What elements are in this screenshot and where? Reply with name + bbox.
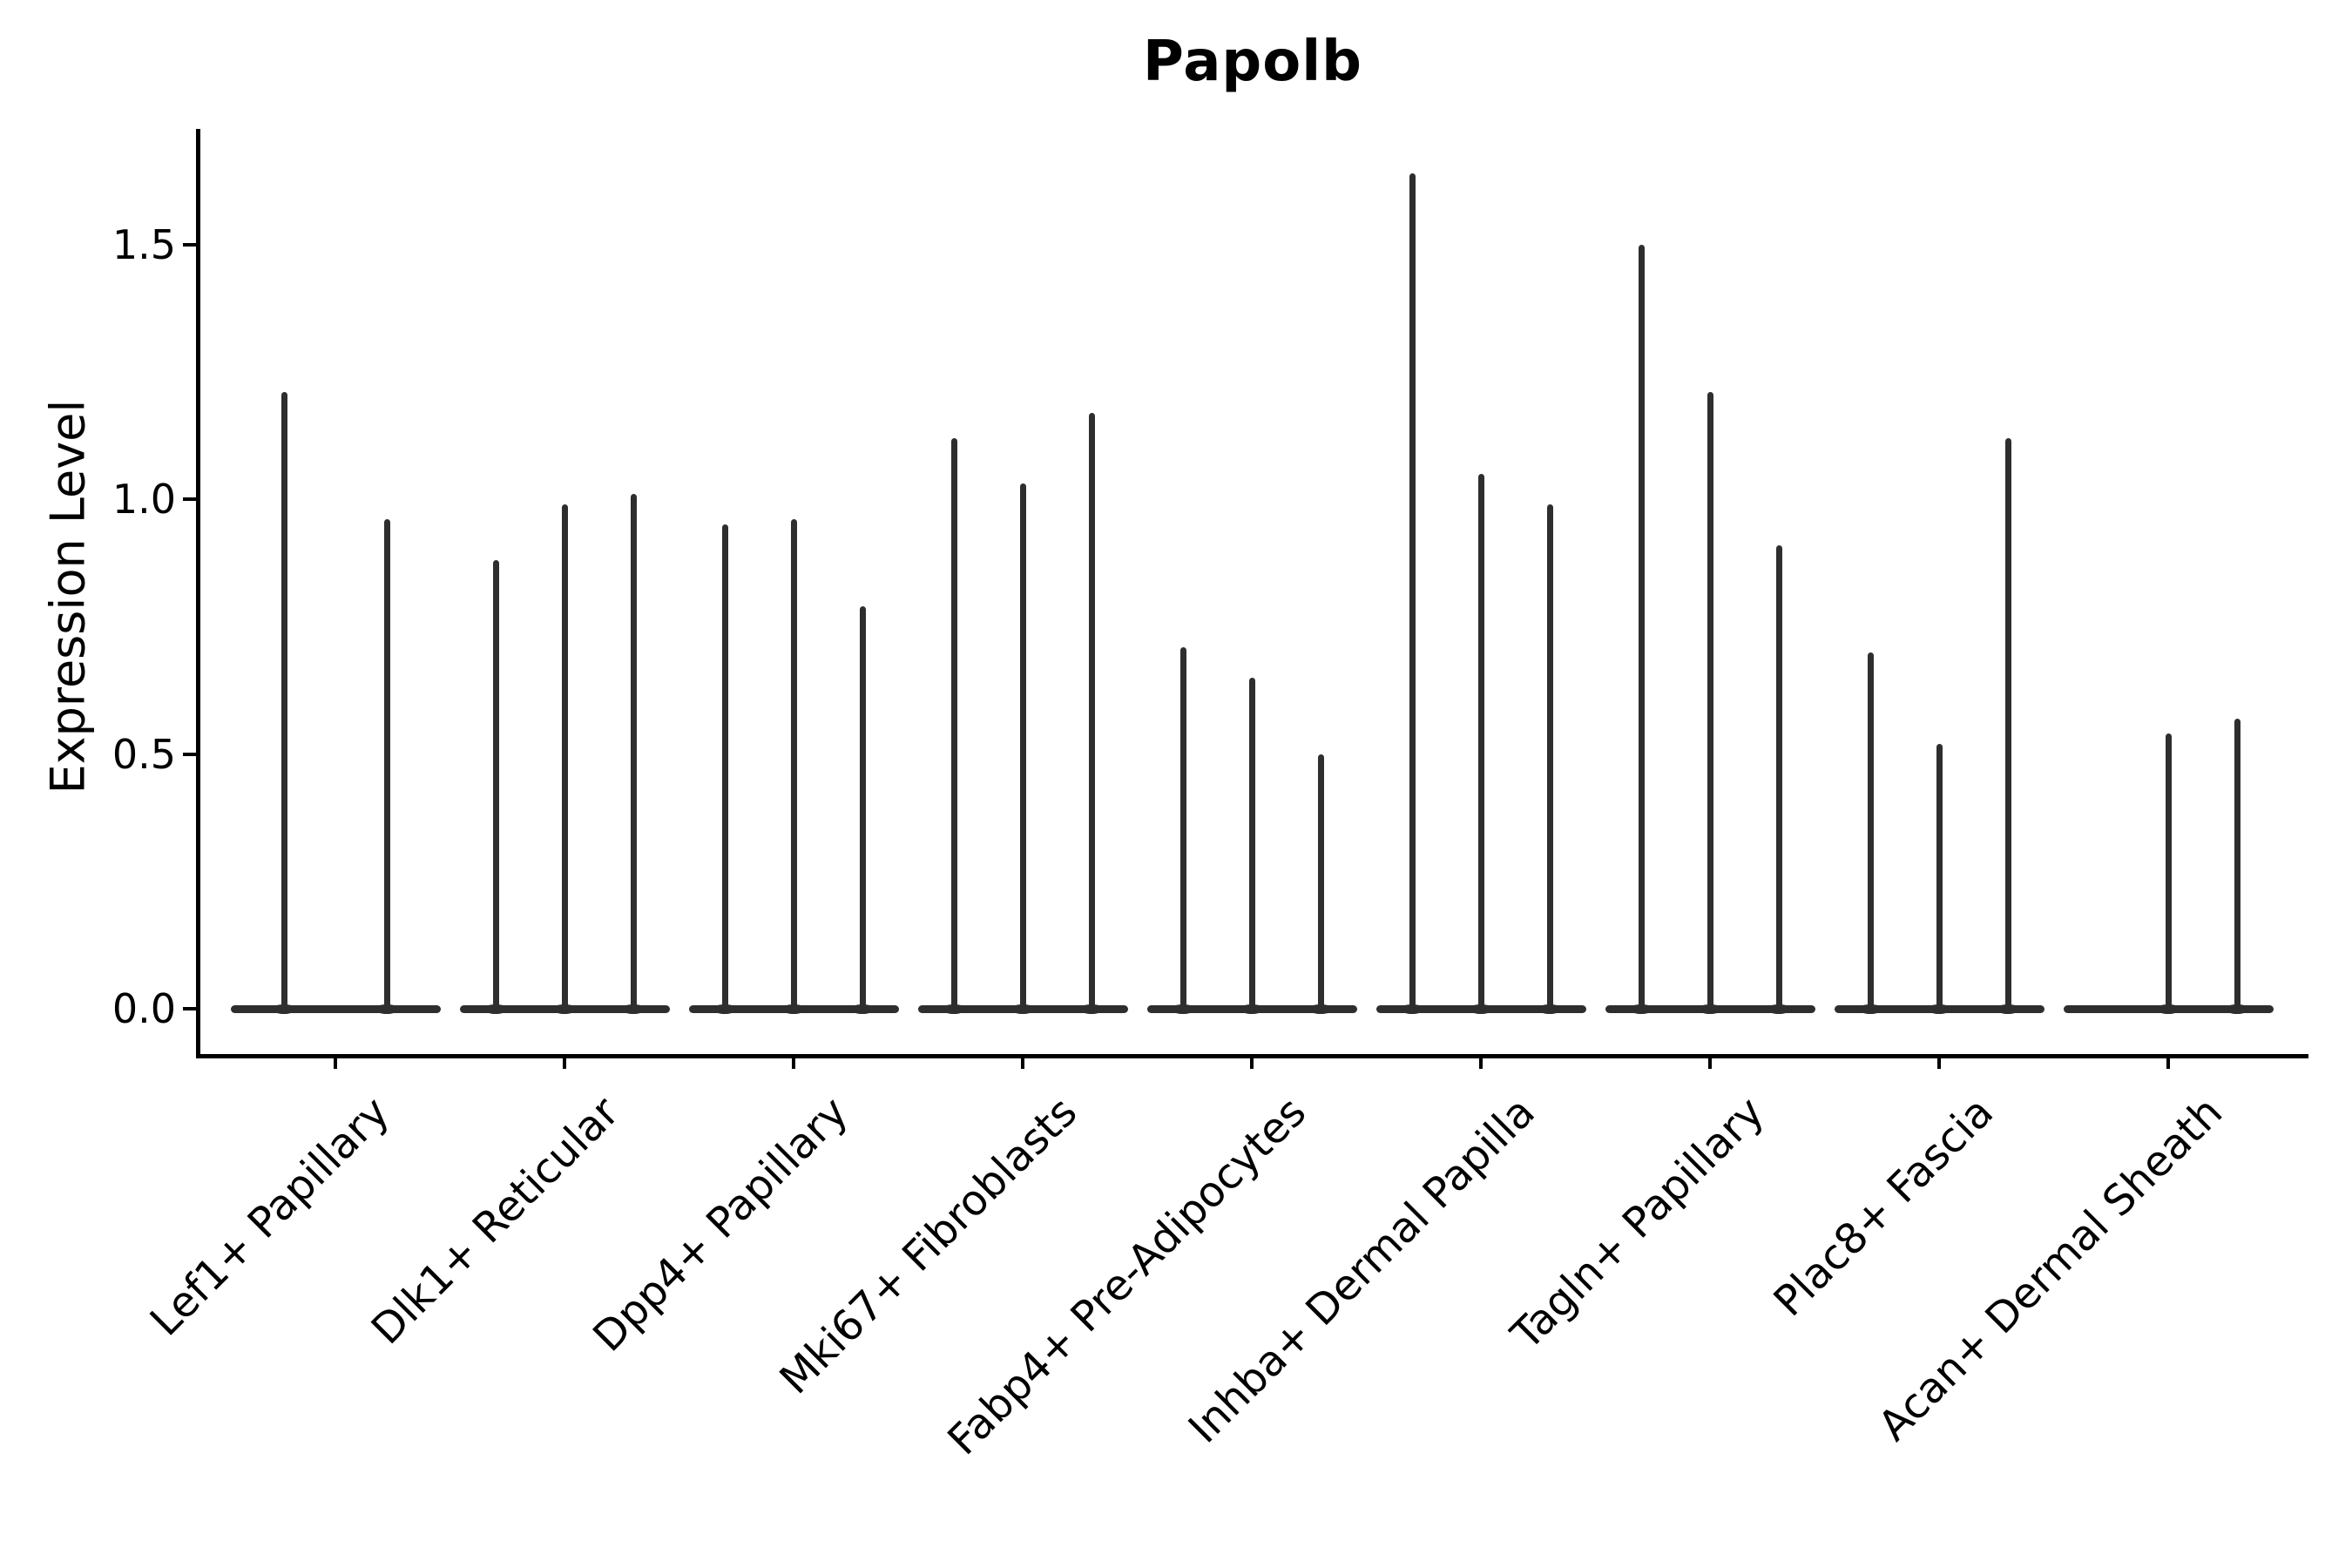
- violin-spike: [1477, 473, 1484, 1012]
- violin-base-blob: [850, 1004, 875, 1014]
- violin-spike: [859, 605, 866, 1012]
- violin-spike: [1317, 754, 1324, 1012]
- violin-base-blob: [272, 1004, 296, 1014]
- y-tick-label: 1.0: [112, 476, 176, 523]
- y-tick-mark: [183, 497, 198, 501]
- x-tick-label: Lef1+ Papillary: [141, 1087, 400, 1346]
- violin-base-blob: [713, 1004, 737, 1014]
- x-tick-mark: [1937, 1054, 1941, 1069]
- x-tick-mark: [792, 1054, 795, 1069]
- violin-base-blob: [552, 1004, 577, 1014]
- x-tick-mark: [1708, 1054, 1712, 1069]
- y-tick-label: 1.5: [112, 220, 176, 268]
- violin-spike: [561, 504, 568, 1012]
- violin-base-blob: [621, 1004, 645, 1014]
- chart-title: Papolb: [1143, 30, 1362, 94]
- violin-spike: [950, 437, 957, 1012]
- violin-baseline: [230, 1004, 441, 1013]
- violin-spike: [1936, 743, 1943, 1012]
- violin-spike: [1179, 646, 1186, 1012]
- violin-base-blob: [1927, 1004, 1951, 1014]
- violin-base-blob: [1240, 1004, 1264, 1014]
- violin-base-blob: [1400, 1004, 1424, 1014]
- x-tick-mark: [563, 1054, 566, 1069]
- violin-base-blob: [1538, 1004, 1562, 1014]
- y-tick-mark: [183, 242, 198, 247]
- violin-base-blob: [781, 1004, 806, 1014]
- violin-base-blob: [1858, 1004, 1882, 1014]
- x-tick-label: Dpp4+ Papillary: [584, 1087, 858, 1362]
- violin-spike: [1019, 483, 1026, 1012]
- violin-spike: [630, 494, 637, 1012]
- violin-base-blob: [1698, 1004, 1722, 1014]
- violin-base-blob: [2156, 1004, 2180, 1014]
- violin-spike: [492, 560, 499, 1012]
- violin-spike: [280, 392, 287, 1012]
- violin-base-blob: [1469, 1004, 1493, 1014]
- violin-spike: [2165, 733, 2172, 1012]
- y-tick-label: 0.5: [112, 730, 176, 778]
- violin-base-blob: [483, 1004, 508, 1014]
- y-tick-label: 0.0: [112, 985, 176, 1032]
- violin-spike: [1775, 544, 1782, 1012]
- y-tick-mark: [183, 752, 198, 756]
- violin-spike: [1088, 412, 1095, 1012]
- x-tick-mark: [334, 1054, 337, 1069]
- violin-base-blob: [1996, 1004, 2020, 1014]
- violin-base-blob: [1308, 1004, 1333, 1014]
- y-tick-mark: [183, 1007, 198, 1010]
- violin-spike: [1248, 677, 1255, 1012]
- violin-spike: [383, 519, 390, 1012]
- violin-base-blob: [1079, 1004, 1104, 1014]
- violin-base-blob: [942, 1004, 966, 1014]
- x-tick-mark: [2166, 1054, 2170, 1069]
- x-tick-mark: [1021, 1054, 1024, 1069]
- violin-spike: [1867, 652, 1874, 1012]
- violin-spike: [1638, 244, 1645, 1012]
- violin-spike: [2004, 437, 2011, 1012]
- violin-spike: [790, 519, 797, 1012]
- violin-base-blob: [2225, 1004, 2249, 1014]
- x-tick-label: Dlk1+ Reticular: [362, 1087, 629, 1355]
- x-tick-mark: [1250, 1054, 1254, 1069]
- violin-spike: [1546, 504, 1553, 1012]
- x-tick-label: Tagln+ Papillary: [1502, 1087, 1774, 1360]
- violin-base-blob: [375, 1004, 399, 1014]
- x-tick-label: Plac8+ Fascia: [1764, 1087, 2004, 1327]
- violin-spike: [1707, 392, 1713, 1012]
- y-axis-spine: [196, 129, 200, 1058]
- violin-base-blob: [1171, 1004, 1195, 1014]
- violin-base-blob: [1010, 1004, 1035, 1014]
- violin-spike: [721, 524, 728, 1012]
- violin-base-blob: [1767, 1004, 1791, 1014]
- violin-spike: [1409, 172, 1416, 1012]
- x-tick-mark: [1479, 1054, 1483, 1069]
- violin-base-blob: [1629, 1004, 1653, 1014]
- violin-spike: [2234, 718, 2240, 1012]
